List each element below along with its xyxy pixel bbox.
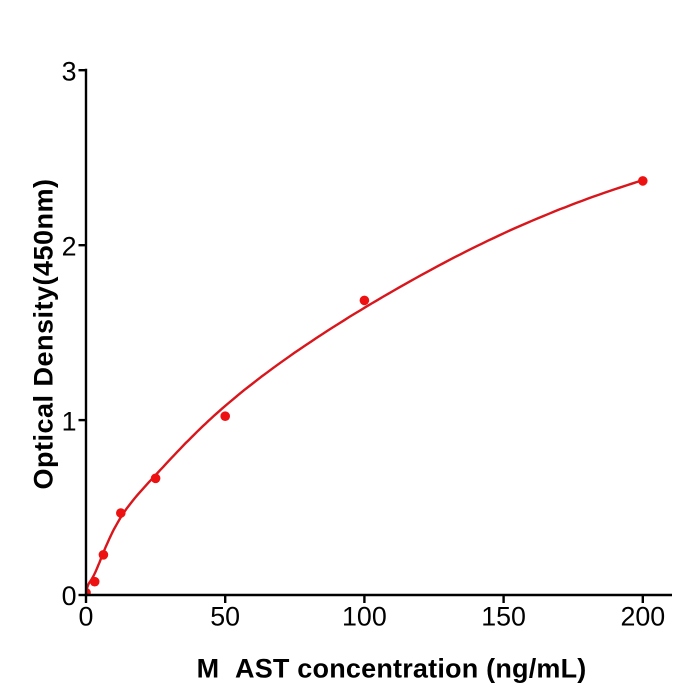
svg-text:0: 0 [79,601,94,631]
svg-text:AST concentration (ng/mL): AST concentration (ng/mL) [235,653,587,683]
svg-text:150: 150 [481,601,526,631]
svg-text:50: 50 [210,601,240,631]
svg-text:2: 2 [62,231,77,261]
svg-text:3: 3 [62,56,77,86]
svg-text:200: 200 [620,601,665,631]
svg-text:Optical Density(450nm): Optical Density(450nm) [29,178,59,489]
svg-text:0: 0 [62,581,77,611]
svg-text:M: M [197,653,220,683]
svg-text:1: 1 [62,406,77,436]
svg-text:100: 100 [342,601,387,631]
